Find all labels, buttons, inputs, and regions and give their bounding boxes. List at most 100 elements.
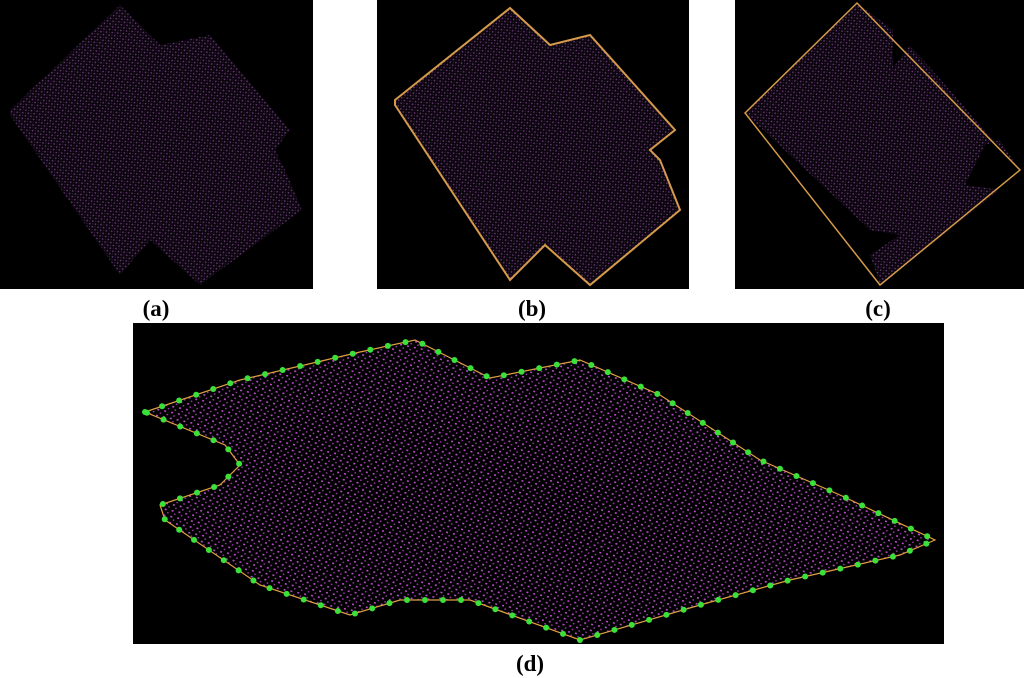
vertex (279, 367, 286, 374)
vertex (923, 540, 930, 547)
vertex (297, 362, 304, 369)
vertex (646, 616, 653, 623)
vertex (684, 410, 691, 417)
vertex (588, 361, 595, 368)
vertex (760, 458, 767, 465)
vertex (367, 346, 374, 353)
vertex (332, 354, 339, 361)
vertex (669, 400, 676, 407)
vertex (419, 340, 426, 347)
vertex (386, 600, 393, 607)
vertex (654, 390, 661, 397)
vertex (637, 383, 644, 390)
vertex (236, 460, 243, 467)
vertex (439, 597, 446, 603)
vertex (143, 409, 150, 416)
vertex (457, 597, 464, 603)
vertex (594, 631, 601, 638)
vertex (235, 567, 242, 574)
vertex (714, 429, 721, 436)
vertex (317, 602, 324, 609)
vertex (697, 601, 704, 608)
vertex (159, 403, 166, 410)
point-cloud-boundary (143, 339, 937, 641)
vertex (176, 397, 183, 404)
vertex (220, 557, 227, 564)
vertex (604, 369, 611, 376)
vertex (729, 439, 736, 446)
vertex (475, 600, 482, 607)
vertex (571, 358, 578, 365)
vertex (749, 587, 756, 594)
vertex (809, 480, 816, 487)
vertex (421, 597, 428, 603)
vertex (776, 465, 783, 472)
vertex (732, 592, 739, 599)
vertex (924, 533, 931, 540)
vertex (349, 350, 356, 357)
vertex (576, 636, 583, 643)
vertex (872, 557, 879, 564)
vertex (536, 365, 543, 372)
vertex (351, 610, 358, 617)
point-cloud-boundary (394, 6, 682, 287)
vertex (500, 372, 507, 379)
vertex (628, 621, 635, 628)
point-cloud (745, 3, 1018, 285)
vertex (210, 437, 217, 444)
vertex (210, 386, 217, 393)
vertex (250, 577, 257, 584)
vertex (266, 585, 273, 592)
vertex (767, 582, 774, 589)
vertex (663, 611, 670, 618)
vertex (543, 624, 550, 631)
vertex (300, 596, 307, 603)
boundary-vertices (142, 339, 931, 643)
vertex (262, 371, 269, 378)
vertex (159, 501, 166, 508)
vertex (403, 597, 410, 603)
vertex (621, 376, 628, 383)
vertex (244, 375, 251, 382)
bounding-rectangle (743, 1, 1022, 287)
vertex (483, 373, 490, 380)
vertex (384, 342, 391, 349)
vertex (176, 495, 183, 502)
vertex (161, 516, 168, 523)
vertex (837, 565, 844, 572)
vertex (227, 380, 234, 387)
panel-label: (b) (518, 296, 546, 321)
vertex (680, 606, 687, 613)
vertex (819, 569, 826, 576)
vertex (889, 553, 896, 560)
panel-label: (c) (865, 296, 891, 321)
vertex (211, 483, 218, 490)
vertex (560, 630, 567, 637)
vertex (467, 365, 474, 372)
vertex (518, 368, 525, 375)
vertex (402, 339, 409, 346)
vertex (793, 472, 800, 479)
vertex (891, 517, 898, 524)
vertex (225, 473, 232, 480)
vertex (193, 391, 200, 398)
vertex (334, 607, 341, 614)
vertex (191, 536, 198, 543)
vertex (553, 361, 560, 368)
vertex (451, 356, 458, 363)
vertex (907, 525, 914, 532)
vertex (509, 612, 516, 619)
point-cloud (10, 5, 302, 285)
vertex (160, 416, 167, 423)
panel-label: (d) (516, 651, 544, 676)
vertex (715, 596, 722, 603)
vertex (859, 502, 866, 509)
vertex (314, 358, 321, 365)
vertex (283, 590, 290, 597)
vertex (176, 526, 183, 533)
vertex (842, 494, 849, 501)
vertex (745, 449, 752, 456)
vertex (225, 446, 232, 453)
vertex (699, 419, 706, 426)
